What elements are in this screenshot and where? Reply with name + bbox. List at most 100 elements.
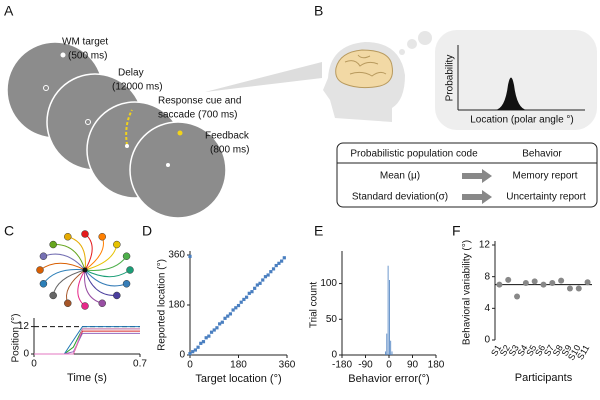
table-header: Probabilistic population code <box>350 149 478 160</box>
bar <box>390 340 392 355</box>
step-name: WM target <box>62 37 108 48</box>
x-tick-label: -90 <box>358 360 373 371</box>
x-tick-label: 0.7 <box>133 359 147 370</box>
point <box>199 341 203 345</box>
point <box>271 267 276 271</box>
y-tick-label: 8 <box>484 271 490 282</box>
point <box>269 270 273 274</box>
x-tick-label: -180 <box>332 360 352 371</box>
point <box>215 326 219 330</box>
table-cell: Mean (μ) <box>380 171 420 182</box>
bubble <box>399 49 405 55</box>
point <box>193 348 197 352</box>
point <box>239 300 243 304</box>
wedge <box>205 62 322 92</box>
y-tick-label: 360 <box>168 250 185 261</box>
trajectory <box>84 269 117 296</box>
point <box>247 291 251 295</box>
trajectory <box>39 262 86 271</box>
x-tick-label: 0 <box>31 359 37 370</box>
y-tick-label: 12 <box>479 240 491 251</box>
screen <box>129 121 227 219</box>
bar <box>391 351 393 355</box>
point <box>236 303 241 308</box>
point <box>188 352 192 356</box>
point <box>558 277 565 284</box>
target-dot <box>39 252 48 260</box>
point <box>231 308 235 312</box>
x-tick-label: S2 <box>498 343 512 358</box>
panel-label: A <box>4 3 14 19</box>
point <box>522 280 529 286</box>
point <box>280 259 284 263</box>
target-dot <box>126 266 134 274</box>
x-tick-label: 180 <box>428 360 445 371</box>
y-tick-label: 0 <box>179 350 185 361</box>
x-tick-label: 0 <box>386 360 392 371</box>
point <box>266 273 270 277</box>
point <box>255 283 259 287</box>
step-duration: (500 ms) <box>68 51 107 62</box>
bar <box>385 351 386 355</box>
fixation <box>43 85 49 91</box>
step-duration: (12000 ms) <box>112 82 163 93</box>
axis-label: Location (polar angle °) <box>470 115 574 126</box>
table-box <box>336 142 598 208</box>
target-dot <box>122 252 131 260</box>
x-tick-label: S6 <box>533 343 547 358</box>
target-dot <box>113 240 121 249</box>
trace <box>34 330 140 355</box>
x-tick-label: S7 <box>542 343 556 358</box>
fixation <box>85 119 91 125</box>
table-header: Behavior <box>522 149 562 160</box>
bar <box>389 280 390 355</box>
fixation <box>166 163 170 167</box>
arrow <box>462 169 492 183</box>
target-dot <box>98 299 106 308</box>
y-axis-label: Trial count <box>309 282 320 329</box>
x-tick-label: 360 <box>279 360 296 371</box>
fixation-dot <box>82 267 88 273</box>
panel-label: F <box>452 223 461 239</box>
y-axis-label: Behavioral variability (°) <box>462 240 473 345</box>
x-tick-label: 180 <box>230 360 247 371</box>
point <box>196 345 200 349</box>
point <box>584 279 591 286</box>
point <box>282 256 286 260</box>
point <box>209 330 214 334</box>
point <box>220 320 224 324</box>
panel-label: C <box>4 223 14 239</box>
point <box>223 316 227 320</box>
point <box>188 254 192 258</box>
y-tick-label: 50 <box>326 314 338 325</box>
point <box>207 334 211 338</box>
trajectory <box>53 244 86 271</box>
point <box>566 285 573 292</box>
step-name: Response cue and <box>158 96 241 107</box>
trajectories <box>36 230 134 310</box>
trajectory <box>84 269 131 278</box>
point <box>212 328 216 332</box>
x-tick-label: S4 <box>515 343 529 358</box>
point <box>201 340 206 344</box>
step-duration: (800 ms) <box>210 145 249 156</box>
panel-label: E <box>314 223 323 239</box>
point <box>244 295 249 299</box>
point <box>242 297 246 302</box>
bar <box>386 333 388 355</box>
trajectory <box>43 253 86 271</box>
point <box>253 286 257 290</box>
bar <box>387 265 389 355</box>
target-dot <box>49 240 57 249</box>
y-axis-label: Reported location (°) <box>157 259 168 351</box>
target-dot <box>81 230 89 238</box>
target-dot <box>36 266 44 274</box>
trajectory <box>84 269 127 287</box>
x-tick-label: S9 <box>560 343 574 358</box>
point <box>540 281 547 288</box>
y-tick-label: 0 <box>331 350 337 361</box>
panel-label: D <box>142 223 152 239</box>
target-dot <box>81 302 89 310</box>
arrow <box>462 190 492 204</box>
bubble <box>418 31 432 45</box>
